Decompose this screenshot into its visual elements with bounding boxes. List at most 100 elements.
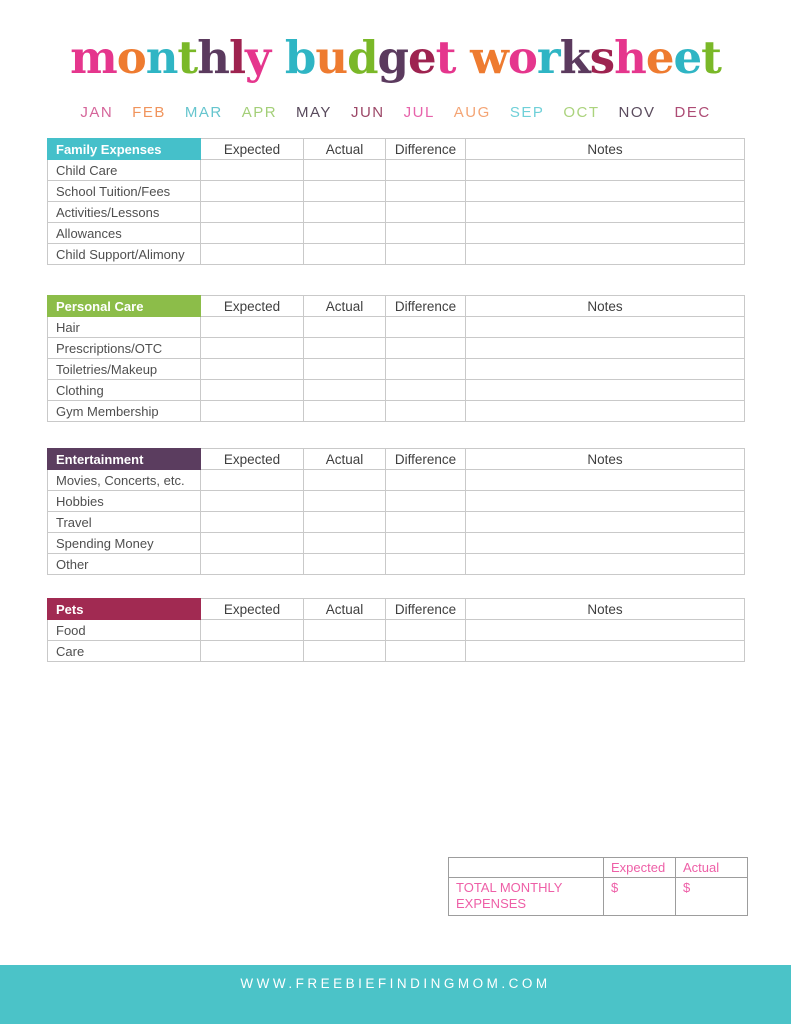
table-row: Child Care [47, 159, 745, 181]
expense-cell-expected[interactable] [200, 316, 304, 338]
expense-cell-expected[interactable] [200, 532, 304, 554]
month-apr[interactable]: APR [241, 104, 278, 121]
month-feb[interactable]: FEB [132, 104, 166, 121]
expense-cell-notes[interactable] [465, 201, 745, 223]
footer-url[interactable]: WWW.FREEBIEFINDINGMOM.COM [240, 976, 551, 991]
expense-cell-actual[interactable] [303, 358, 386, 380]
expense-cell-expected[interactable] [200, 469, 304, 491]
expense-cell-notes[interactable] [465, 469, 745, 491]
expense-cell-actual[interactable] [303, 619, 386, 641]
totals-expected-cell[interactable]: $ [603, 877, 676, 916]
expense-cell-actual[interactable] [303, 243, 386, 265]
expense-cell-difference[interactable] [385, 400, 466, 422]
expense-cell-difference[interactable] [385, 640, 466, 662]
month-nov[interactable]: NOV [618, 104, 656, 121]
expense-cell-actual[interactable] [303, 490, 386, 512]
expense-cell-expected[interactable] [200, 553, 304, 575]
expense-cell-difference[interactable] [385, 316, 466, 338]
expense-cell-expected[interactable] [200, 640, 304, 662]
expense-cell-expected[interactable] [200, 511, 304, 533]
expense-cell-difference[interactable] [385, 511, 466, 533]
expense-cell-notes[interactable] [465, 511, 745, 533]
expense-cell-notes[interactable] [465, 222, 745, 244]
expense-cell-difference[interactable] [385, 469, 466, 491]
expense-cell-expected[interactable] [200, 222, 304, 244]
month-mar[interactable]: MAR [184, 104, 223, 121]
expense-cell-actual[interactable] [303, 469, 386, 491]
expense-cell-difference[interactable] [385, 532, 466, 554]
expense-cell-difference[interactable] [385, 180, 466, 202]
month-may[interactable]: MAY [296, 104, 332, 121]
expense-cell-expected[interactable] [200, 358, 304, 380]
title-letter: s [589, 31, 615, 84]
row-label: Prescriptions/OTC [47, 337, 201, 359]
row-label: Clothing [47, 379, 201, 401]
table-row: Spending Money [47, 532, 745, 554]
month-jan[interactable]: JAN [80, 104, 114, 121]
month-aug[interactable]: AUG [453, 104, 491, 121]
expense-cell-actual[interactable] [303, 222, 386, 244]
column-header-expected: Expected [200, 598, 304, 620]
expense-cell-actual[interactable] [303, 511, 386, 533]
expense-cell-expected[interactable] [200, 243, 304, 265]
month-jun[interactable]: JUN [350, 104, 385, 121]
totals-actual-header: Actual [675, 857, 748, 878]
expense-cell-notes[interactable] [465, 619, 745, 641]
expense-cell-notes[interactable] [465, 640, 745, 662]
row-label: Hair [47, 316, 201, 338]
month-sep[interactable]: SEP [509, 104, 545, 121]
expense-cell-difference[interactable] [385, 619, 466, 641]
expense-cell-actual[interactable] [303, 159, 386, 181]
expense-cell-actual[interactable] [303, 379, 386, 401]
expense-cell-expected[interactable] [200, 490, 304, 512]
expense-cell-difference[interactable] [385, 243, 466, 265]
expense-cell-actual[interactable] [303, 553, 386, 575]
month-oct[interactable]: OCT [563, 104, 600, 121]
month-jul[interactable]: JUL [403, 104, 435, 121]
totals-actual-cell[interactable]: $ [675, 877, 748, 916]
expense-cell-notes[interactable] [465, 490, 745, 512]
expense-cell-difference[interactable] [385, 490, 466, 512]
expense-cell-notes[interactable] [465, 159, 745, 181]
column-header-expected: Expected [200, 448, 304, 470]
expense-cell-notes[interactable] [465, 532, 745, 554]
expense-cell-notes[interactable] [465, 379, 745, 401]
expense-cell-notes[interactable] [465, 553, 745, 575]
expense-cell-actual[interactable] [303, 532, 386, 554]
expense-cell-notes[interactable] [465, 316, 745, 338]
expense-cell-actual[interactable] [303, 180, 386, 202]
row-label: Hobbies [47, 490, 201, 512]
expense-cell-difference[interactable] [385, 159, 466, 181]
expense-cell-actual[interactable] [303, 400, 386, 422]
table-row: Gym Membership [47, 400, 745, 422]
expense-cell-notes[interactable] [465, 180, 745, 202]
expense-cell-actual[interactable] [303, 316, 386, 338]
expense-cell-expected[interactable] [200, 201, 304, 223]
expense-cell-actual[interactable] [303, 640, 386, 662]
expense-cell-expected[interactable] [200, 337, 304, 359]
expense-cell-notes[interactable] [465, 337, 745, 359]
expense-cell-notes[interactable] [465, 358, 745, 380]
expense-cell-difference[interactable] [385, 337, 466, 359]
expense-cell-difference[interactable] [385, 379, 466, 401]
expense-table-entertainment: Entertainment Expected Actual Difference Not… [47, 448, 745, 575]
expense-cell-difference[interactable] [385, 201, 466, 223]
month-dec[interactable]: DEC [674, 104, 711, 121]
expense-cell-expected[interactable] [200, 400, 304, 422]
expense-cell-difference[interactable] [385, 553, 466, 575]
expense-cell-expected[interactable] [200, 619, 304, 641]
expense-cell-difference[interactable] [385, 222, 466, 244]
footer-bar: WWW.FREEBIEFINDINGMOM.COM [0, 965, 791, 1024]
row-label: Gym Membership [47, 400, 201, 422]
row-label: Activities/Lessons [47, 201, 201, 223]
expense-cell-expected[interactable] [200, 159, 304, 181]
expense-cell-difference[interactable] [385, 358, 466, 380]
expense-cell-expected[interactable] [200, 379, 304, 401]
expense-cell-actual[interactable] [303, 201, 386, 223]
expense-cell-notes[interactable] [465, 400, 745, 422]
column-header-difference: Difference [385, 448, 466, 470]
section-header-personal-care: Personal Care [47, 295, 201, 317]
expense-cell-expected[interactable] [200, 180, 304, 202]
expense-cell-notes[interactable] [465, 243, 745, 265]
expense-cell-actual[interactable] [303, 337, 386, 359]
